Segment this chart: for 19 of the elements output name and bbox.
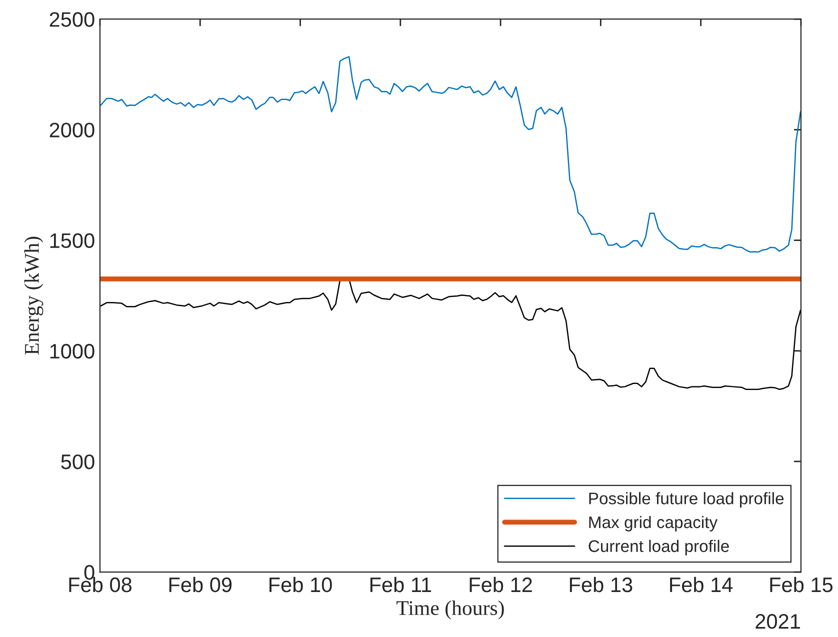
y-axis-title: Energy (kWh) — [24, 236, 44, 355]
y-tick-label: 2000 — [50, 122, 94, 138]
line-series — [100, 56, 801, 253]
y-tick-label: 1500 — [50, 233, 94, 248]
text: 2021 — [756, 614, 800, 629]
x-tick-label: Feb 11 — [370, 576, 432, 592]
legend-label: Max grid capacity — [589, 516, 718, 532]
x-tick-label: Feb 14 — [670, 576, 733, 592]
x-tick-label: Feb 09 — [169, 576, 232, 592]
x-tick-label: Feb 12 — [470, 576, 532, 592]
legend-label: Current load profile — [588, 540, 729, 556]
legend-label: Possible future load profile — [589, 492, 784, 508]
y-tick-label: 500 — [61, 454, 94, 470]
y-tick-label: 1000 — [50, 344, 94, 359]
x-tick-label: Feb 10 — [270, 576, 332, 592]
y-tick-label: 2500 — [50, 12, 94, 27]
x-tick-label: Feb 13 — [570, 576, 632, 592]
x-tick-label: Feb 15 — [770, 576, 833, 592]
x-axis-title: Time (hours) — [396, 600, 504, 620]
